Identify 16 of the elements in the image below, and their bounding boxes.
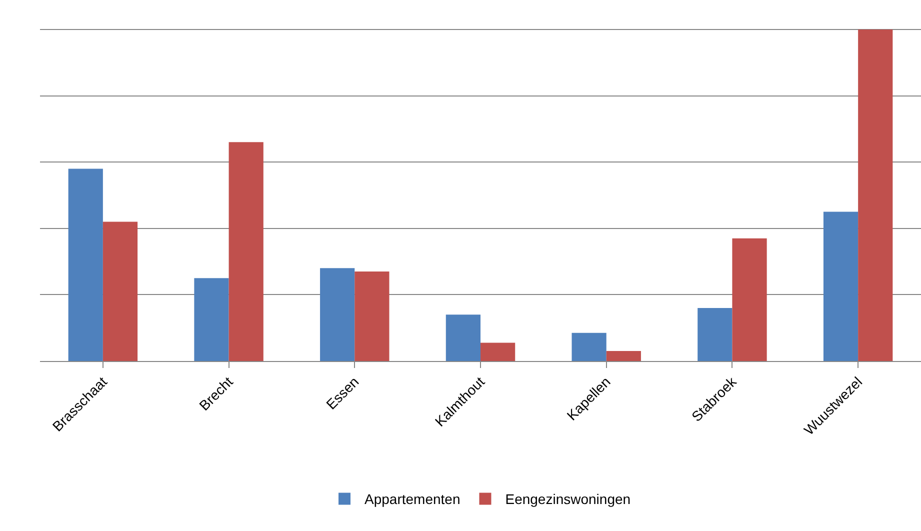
bar: [698, 308, 732, 361]
bar: [480, 342, 516, 361]
bar: [732, 238, 767, 361]
bar: [606, 351, 641, 361]
bar: [102, 222, 138, 361]
bar: [320, 268, 355, 361]
bar: [194, 278, 229, 361]
bar: [228, 142, 264, 361]
bar: [354, 271, 390, 361]
bar: [823, 212, 858, 361]
legend-label: Eengezinswoningen: [505, 491, 631, 508]
bar: [68, 168, 103, 361]
legend-label: Appartementen: [364, 491, 460, 508]
bar: [858, 29, 893, 361]
bar: [446, 314, 480, 361]
bar: [572, 332, 606, 361]
